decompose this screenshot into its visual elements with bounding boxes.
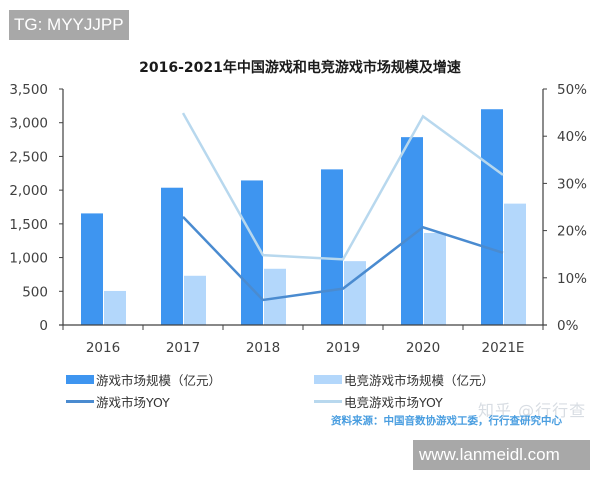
y-tick-label: 3,000	[9, 116, 48, 132]
legend-label: 游戏市场规模（亿元）	[96, 373, 222, 388]
bar-game	[241, 180, 263, 325]
bar-esports	[504, 203, 526, 325]
y-tick-label: 1,000	[9, 251, 48, 267]
x-tick-label: 2020	[406, 340, 440, 356]
y2-tick-label: 40%	[557, 129, 587, 145]
bar-game	[401, 137, 423, 325]
y2-tick-label: 0%	[557, 318, 579, 334]
legend-item-esports-yoy: 电竞游戏市场YOY	[314, 392, 443, 411]
legend-item-game-yoy: 游戏市场YOY	[66, 392, 170, 411]
legend-label: 电竞游戏市场YOY	[344, 395, 443, 410]
watermark-top-left: TG: MYYJJPP	[9, 10, 129, 40]
legend-item-game-bar: 游戏市场规模（亿元）	[66, 370, 221, 389]
bar-esports	[104, 290, 126, 325]
y2-tick-label: 10%	[557, 271, 587, 287]
legend-swatch-esports-yoy	[314, 400, 342, 403]
x-tick-label: 2018	[246, 340, 280, 356]
zhihu-watermark: 知乎 @行行查	[478, 401, 587, 420]
legend-swatch-game-bar	[66, 375, 94, 384]
legend-label: 游戏市场YOY	[96, 395, 170, 410]
line-game-yoy	[182, 216, 504, 302]
y-tick-label: 2,500	[9, 149, 48, 165]
y-tick-label: 2,000	[9, 183, 48, 199]
y2-tick-label: 50%	[557, 82, 587, 98]
bar-esports	[424, 232, 446, 325]
legend-swatch-game-yoy	[66, 400, 94, 403]
bar-esports	[264, 268, 286, 325]
x-tick-label: 2021E	[482, 340, 525, 356]
bar-game	[321, 169, 343, 325]
x-tick-label: 2019	[326, 340, 360, 356]
bar-game	[81, 213, 103, 325]
y-tick-label: 1,500	[9, 217, 48, 233]
line-esports-yoy	[181, 112, 504, 261]
x-tick-label: 2016	[86, 340, 120, 356]
y-tick-label: 3,500	[9, 82, 48, 98]
x-tick-label: 2017	[166, 340, 200, 356]
y2-tick-label: 30%	[557, 176, 587, 192]
bar-esports	[184, 275, 206, 325]
y2-tick-label: 20%	[557, 224, 587, 240]
bar-game	[161, 187, 183, 325]
bar-esports	[344, 261, 366, 325]
bar-game	[481, 109, 503, 325]
y-tick-label: 0	[39, 318, 48, 334]
source-note: 资料来源：中国音数协游戏工委，行行查研究中心	[331, 415, 562, 427]
y-tick-label: 500	[22, 284, 48, 300]
legend-label: 电竞游戏市场规模（亿元）	[344, 373, 495, 388]
legend-swatch-esports-bar	[314, 375, 342, 384]
watermark-bottom-right: www.lanmeidl.com	[413, 440, 590, 470]
chart-title: 2016-2021年中国游戏和电竞游戏市场规模及增速	[139, 60, 461, 76]
legend-item-esports-bar: 电竞游戏市场规模（亿元）	[314, 370, 494, 389]
